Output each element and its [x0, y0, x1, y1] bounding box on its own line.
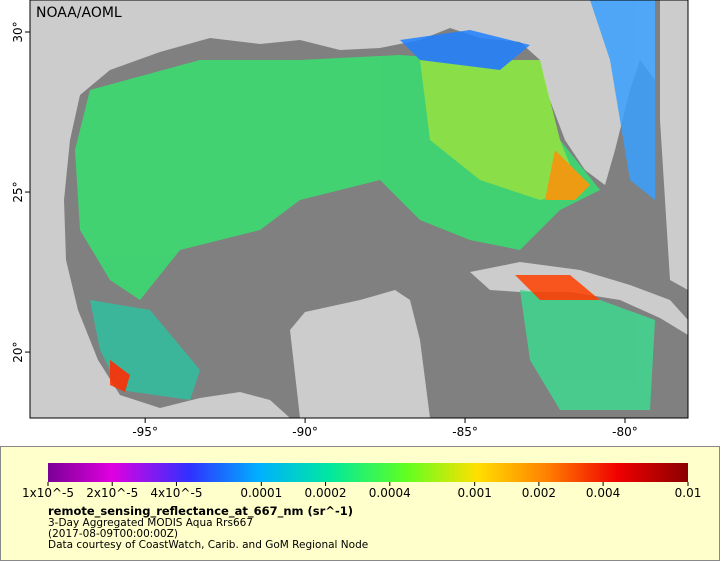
colorbar-tick-label: 0.01: [675, 486, 702, 500]
colorbar-tick-label: 0.004: [586, 486, 620, 500]
colorbar-tick-label: 4x10^-5: [150, 486, 202, 500]
legend-title: remote_sensing_reflectance_at_667_nm (sr…: [48, 504, 353, 519]
colorbar-tick-label: 1x10^-5: [22, 486, 74, 500]
x-tick-label: -90°: [292, 425, 318, 439]
y-tick-label: 20°: [11, 341, 25, 362]
legend-line: (2017-08-09T00:00:00Z): [48, 528, 178, 540]
colorbar-tick-label: 0.0002: [305, 486, 347, 500]
land: [290, 290, 430, 418]
land: [30, 0, 655, 418]
colorbar-tick-label: 0.001: [457, 486, 491, 500]
x-tick-label: -80°: [612, 425, 638, 439]
x-tick-label: -95°: [132, 425, 158, 439]
data-overlay: [75, 0, 655, 410]
map-credit: NOAA/AOML: [36, 5, 122, 21]
legend-line: 3-Day Aggregated MODIS Aqua Rrs667: [48, 517, 253, 529]
colorbar-tick-label: 0.002: [522, 486, 556, 500]
colorbar-tick-label: 0.0004: [369, 486, 411, 500]
land: [660, 0, 688, 290]
map-frame: [29, 0, 689, 419]
map-area: NOAA/AOML: [30, 0, 688, 418]
y-tick-label: 25°: [11, 181, 25, 202]
colorbar-tick-label: 2x10^-5: [86, 486, 138, 500]
colorbar: [48, 463, 688, 482]
legend-line: Data courtesy of CoastWatch, Carib. and …: [48, 539, 368, 551]
y-tick-label: 30°: [11, 21, 25, 42]
x-tick-label: -85°: [452, 425, 478, 439]
colorbar-tick-label: 0.0001: [240, 486, 282, 500]
